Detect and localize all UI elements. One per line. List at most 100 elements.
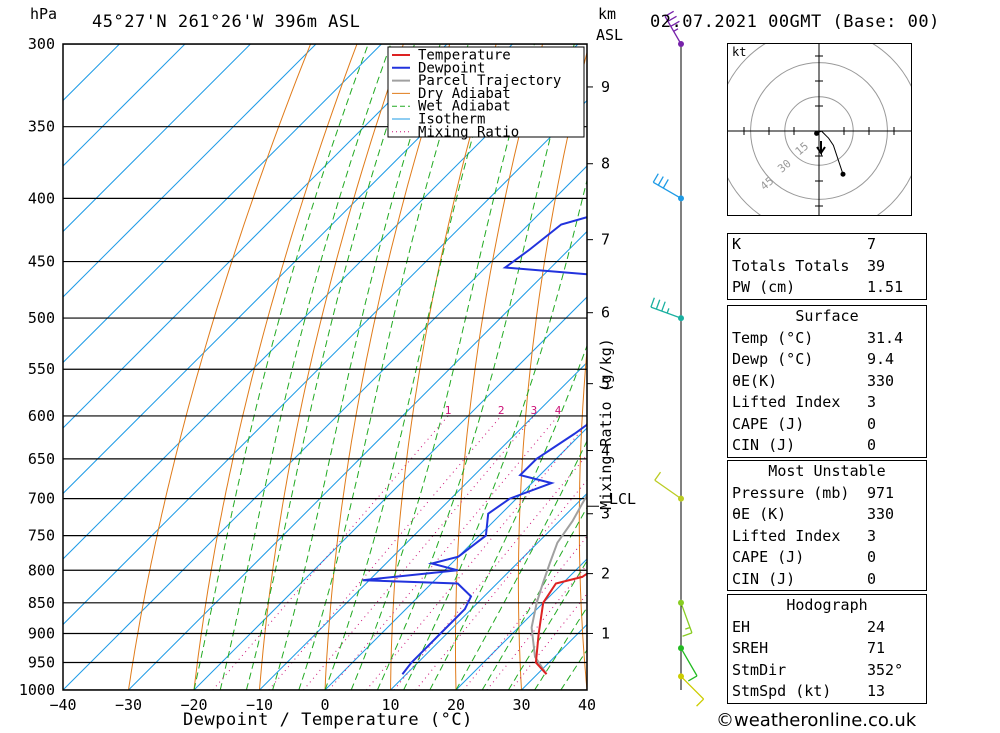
km-unit-label: km <box>598 5 617 23</box>
temperature-tick-label: −20 <box>180 696 207 714</box>
index-value: 24 <box>867 617 886 636</box>
index-value: 0 <box>867 569 877 588</box>
wind-barb-feather <box>688 675 698 682</box>
wind-barb-feather <box>650 297 655 308</box>
wet-adiabat-line <box>324 44 500 690</box>
index-label: StmSpd (kt) <box>732 682 832 700</box>
wet-adiabat-line <box>507 559 587 690</box>
wind-barb-feather <box>670 20 680 27</box>
index-label: θE(K) <box>732 371 778 390</box>
wind-barb <box>652 181 682 199</box>
pressure-tick-label: 850 <box>28 594 55 612</box>
index-label: CAPE (J) <box>732 414 805 433</box>
index-label: CIN (J) <box>732 569 796 588</box>
dry-adiabat-line <box>696 44 729 690</box>
wind-barb-feather <box>673 28 679 32</box>
wet-adiabat-line <box>534 606 587 690</box>
pressure-tick-label: 1000 <box>19 681 55 699</box>
mixing-ratio-tick-label: 16 <box>678 404 691 417</box>
index-value: 0 <box>867 436 877 454</box>
datetime-title: 02.07.2021 00GMT (Base: 00) <box>650 12 940 32</box>
legend-entry: Dewpoint <box>418 60 485 76</box>
legend-entry: Temperature <box>418 48 511 64</box>
legend-entry: Mixing Ratio <box>418 124 519 140</box>
index-row: CIN (J) 0 <box>728 569 927 591</box>
wet-adiabat-line <box>298 44 469 690</box>
index-row: CAPE (J) 0 <box>728 414 927 436</box>
pressure-tick-label: 950 <box>28 653 55 671</box>
wind-barb-feather <box>657 176 664 186</box>
legend-entry: Dry Adiabat <box>418 86 511 102</box>
isotherm-line <box>63 165 587 690</box>
mixing-ratio-tick-label: 1 <box>445 404 452 417</box>
index-label: EH <box>732 617 751 636</box>
isotherm-line <box>259 361 587 690</box>
wind-barb <box>680 647 698 677</box>
index-row: Dewp (°C) 9.4 <box>728 349 927 371</box>
isotherm-line <box>63 44 382 364</box>
wind-barb-feather <box>654 471 662 481</box>
wet-adiabat-line <box>272 44 441 690</box>
wind-barb <box>654 479 682 500</box>
temperature-tick-label: 40 <box>578 696 596 714</box>
lcl-label: LCL <box>609 490 636 508</box>
wind-barb-feather <box>662 179 669 189</box>
index-value: 7 <box>867 235 877 253</box>
isotherm-line <box>63 44 251 233</box>
credit-footer[interactable]: ©weatheronline.co.uk <box>716 710 917 731</box>
km-tick-label: 6 <box>601 304 610 322</box>
mixing-ratio-line <box>268 415 502 690</box>
hodograph-start-dot <box>814 130 820 136</box>
index-row: EH 24 <box>728 617 927 639</box>
hodograph-ring-label: 45 <box>758 174 777 192</box>
isotherm-line <box>390 492 587 690</box>
surface-title: Surface <box>795 307 859 325</box>
dewpoint-curve <box>362 216 587 675</box>
km-tick-label: 3 <box>601 505 610 523</box>
mixing-ratio-line <box>510 593 587 690</box>
pressure-tick-label: 350 <box>28 118 55 136</box>
index-value: 3 <box>867 526 877 545</box>
wind-barb-feather <box>661 301 666 312</box>
km-tick-label: 2 <box>601 565 610 583</box>
parcel-curve <box>530 493 587 675</box>
wind-barb-feather <box>682 632 693 637</box>
wet-adiabat-line <box>245 44 416 690</box>
legend-entry: Wet Adiabat <box>418 99 511 115</box>
isotherm-line <box>63 99 587 626</box>
temperature-tick-label: −30 <box>115 696 142 714</box>
mixing-ratio-line <box>212 415 449 690</box>
location-title: 45°27'N 261°26'W 396m ASL <box>92 12 361 32</box>
index-label: θE (K) <box>732 505 787 523</box>
km-tick-label: 8 <box>601 155 610 173</box>
temperature-tick-label: −10 <box>246 696 273 714</box>
pressure-tick-label: 800 <box>28 561 55 579</box>
wind-barb-feather <box>696 698 705 707</box>
wet-adiabat-line <box>376 44 575 690</box>
wet-adiabat-line <box>350 44 535 690</box>
indices-mu-table: Most Unstable Pressure (mb) 971 θE (K) 330 L… <box>727 460 927 591</box>
isotherm-line <box>63 44 317 298</box>
hpa-unit-label: hPa <box>30 5 58 23</box>
index-value: 0 <box>867 548 877 566</box>
mixing-ratio-tick-label: 4 <box>555 404 562 417</box>
legend-box <box>387 46 585 138</box>
index-value: 71 <box>867 639 886 657</box>
km-tick-label: 7 <box>601 231 610 249</box>
index-value: 971 <box>867 483 895 502</box>
pressure-tick-label: 450 <box>28 253 55 271</box>
index-row: StmSpd (kt) 13 <box>728 681 927 703</box>
plot-frame <box>62 43 588 691</box>
wind-barb-feather <box>652 173 659 183</box>
index-row: CAPE (J) 0 <box>728 547 927 569</box>
pressure-tick-label: 750 <box>28 527 55 545</box>
index-row: θE(K) 330 <box>728 371 927 393</box>
hodograph-unit: kt <box>732 45 747 59</box>
hodograph-trace <box>816 130 844 175</box>
index-row: Totals Totals 39 <box>728 256 927 278</box>
index-value: 9.4 <box>867 350 895 368</box>
temperature-curve <box>534 572 587 675</box>
legend-entry: Parcel Trajectory <box>418 73 561 89</box>
temperature-tick-label: 20 <box>447 696 465 714</box>
